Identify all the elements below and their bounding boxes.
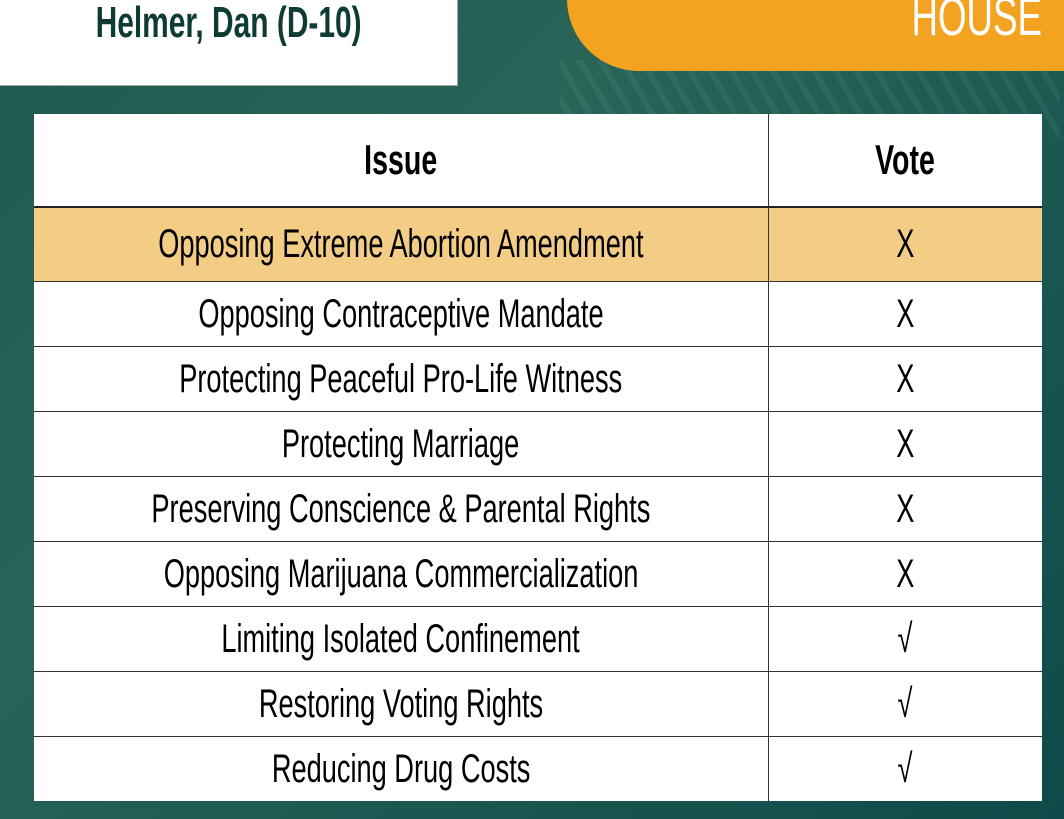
vote-text: √	[897, 681, 913, 726]
legislator-name-box: Helmer, Dan (D-10)	[0, 0, 458, 86]
vote-cell: √	[767, 671, 1042, 737]
table-row: Opposing Extreme Abortion Amendment X	[34, 206, 1042, 282]
vote-cell: X	[767, 411, 1042, 477]
vote-cell: X	[767, 541, 1042, 607]
issue-cell: Restoring Voting Rights	[34, 671, 769, 737]
issue-text: Protecting Peaceful Pro-Life Witness	[179, 356, 623, 401]
table-header-row: Issue Vote	[34, 114, 1042, 208]
vote-text: X	[896, 551, 915, 596]
table-row: Limiting Isolated Confinement √	[34, 606, 1042, 672]
issue-text: Opposing Extreme Abortion Amendment	[158, 222, 644, 266]
issue-text: Restoring Voting Rights	[258, 681, 543, 726]
table-row: Reducing Drug Costs √	[34, 736, 1042, 801]
vote-text: X	[896, 421, 915, 466]
vote-cell: X	[767, 346, 1042, 412]
issue-cell: Reducing Drug Costs	[34, 736, 769, 801]
issue-cell: Opposing Contraceptive Mandate	[34, 281, 769, 347]
vote-text: √	[897, 746, 913, 791]
vote-text: X	[896, 356, 915, 401]
table-row: Preserving Conscience & Parental Rights X	[34, 476, 1042, 542]
column-header-vote: Vote	[767, 114, 1042, 208]
table-row: Protecting Peaceful Pro-Life Witness X	[34, 346, 1042, 412]
issue-cell: Opposing Marijuana Commercialization	[34, 541, 769, 607]
issue-text: Limiting Isolated Confinement	[221, 616, 581, 661]
vote-cell: X	[767, 476, 1042, 542]
issue-text: Preserving Conscience & Parental Rights	[151, 486, 651, 531]
vote-text: X	[896, 486, 915, 531]
vote-text: √	[897, 616, 913, 661]
vote-cell: X	[767, 206, 1042, 282]
vote-cell: √	[767, 606, 1042, 672]
vote-cell: X	[767, 281, 1042, 347]
vote-cell: √	[767, 736, 1042, 801]
issue-text: Protecting Marriage	[282, 421, 520, 466]
vote-text: X	[896, 291, 915, 336]
table-row: Protecting Marriage X	[34, 411, 1042, 477]
chamber-label: HOUSE	[911, 0, 1042, 47]
vote-table: Issue Vote Opposing Extreme Abortion Ame…	[34, 114, 1042, 801]
issue-text: Opposing Marijuana Commercialization	[163, 551, 639, 596]
issue-cell: Limiting Isolated Confinement	[34, 606, 769, 672]
issue-cell: Protecting Marriage	[34, 411, 769, 477]
table-row: Opposing Marijuana Commercialization X	[34, 541, 1042, 607]
issue-text: Opposing Contraceptive Mandate	[198, 291, 604, 336]
issue-cell: Protecting Peaceful Pro-Life Witness	[34, 346, 769, 412]
table-row: Opposing Contraceptive Mandate X	[34, 281, 1042, 347]
table-row: Restoring Voting Rights √	[34, 671, 1042, 737]
vote-text: X	[896, 222, 915, 266]
legislator-name: Helmer, Dan (D-10)	[95, 0, 362, 47]
issue-cell: Preserving Conscience & Parental Rights	[34, 476, 769, 542]
issue-text: Reducing Drug Costs	[271, 746, 531, 791]
column-header-issue: Issue	[34, 114, 769, 208]
chamber-banner	[567, 0, 1064, 71]
issue-cell: Opposing Extreme Abortion Amendment	[34, 206, 769, 282]
